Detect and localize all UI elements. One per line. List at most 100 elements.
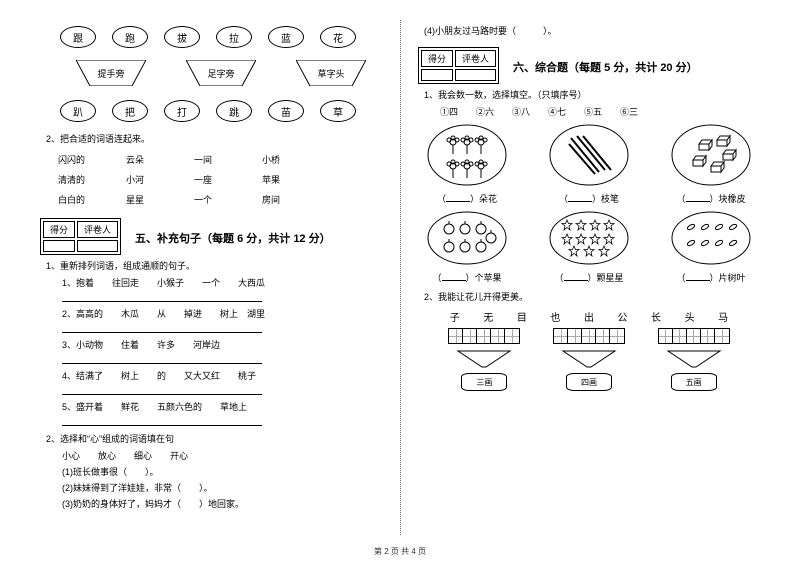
section-5-title: 五、补充句子（每题 6 分，共计 12 分） xyxy=(135,230,331,246)
stroke-grid[interactable] xyxy=(448,328,520,344)
leaves-icon xyxy=(671,211,751,265)
section-5-header: 得分评卷人 五、补充句子（每题 6 分，共计 12 分） xyxy=(40,218,376,255)
question-2: 2、把合适的词语连起来。 xyxy=(46,132,376,145)
funnel-icon xyxy=(664,349,724,369)
count-row-2: （）个苹果 （ ）颗星星 xyxy=(418,211,760,284)
answer-line[interactable] xyxy=(62,292,262,302)
count-label: ）朵花 xyxy=(470,194,497,204)
funnel-icon xyxy=(559,349,619,369)
match-cell: 清清的 xyxy=(58,173,88,186)
match-row: 闪闪的 云朵 一间 小桥 xyxy=(58,153,376,166)
oval-char: 蓝 xyxy=(268,26,304,48)
sec5-q2-item: (1)班长做事很（ ）。 xyxy=(62,465,376,478)
oval-row-2: 趴 把 打 跳 苗 草 xyxy=(60,100,376,122)
sec6-q1-opts: ①四 ②六 ③八 ④七 ⑤五 ⑥三 xyxy=(440,105,760,118)
answer-blank[interactable] xyxy=(686,271,710,281)
match-cell: 小河 xyxy=(126,173,156,186)
oval-char: 跳 xyxy=(216,100,252,122)
sec5-item: 1、抱着 往回走 小猴子 一个 大西瓜 xyxy=(62,276,376,289)
score-label: 得分 xyxy=(43,221,75,238)
paren-open: （ xyxy=(554,273,563,283)
oval-char: 打 xyxy=(164,100,200,122)
sec5-q1: 1、重新排列词语，组成通顺的句子。 xyxy=(46,259,376,272)
stroke-row: 三画 四画 五画 xyxy=(432,328,746,391)
trapezoid-row: 提手旁 足字旁 草字头 xyxy=(76,60,376,86)
oval-char: 跟 xyxy=(60,26,96,48)
answer-line[interactable] xyxy=(62,416,262,426)
section-6-title: 六、综合题（每题 5 分，共计 20 分） xyxy=(513,59,698,75)
count-row-1: （ ）朵花 （ ）枝笔 xyxy=(418,124,760,205)
char: 目 xyxy=(517,309,527,324)
count-label: ）块橡皮 xyxy=(710,194,746,204)
char: 无 xyxy=(483,309,493,324)
stroke-group-5: 五画 xyxy=(641,328,746,391)
flowers-icon xyxy=(427,124,507,186)
match-list: 闪闪的 云朵 一间 小桥 清清的 小河 一座 苹果 白白的 星星 一个 房间 xyxy=(58,153,376,206)
char: 头 xyxy=(685,309,695,324)
score-box: 得分评卷人 xyxy=(40,218,121,255)
answer-line[interactable] xyxy=(62,323,262,333)
score-label: 评卷人 xyxy=(455,50,496,67)
count-item-apples: （）个苹果 xyxy=(427,211,507,284)
match-cell: 苹果 xyxy=(262,173,292,186)
oval-char: 苗 xyxy=(268,100,304,122)
top-item: (4)小朋友过马路时要（ ）。 xyxy=(424,24,760,37)
oval-char: 拔 xyxy=(164,26,200,48)
can-3: 三画 xyxy=(461,373,507,391)
trapezoid: 足字旁 xyxy=(186,60,256,86)
answer-line[interactable] xyxy=(62,354,262,364)
count-item-stars: （ ）颗星星 xyxy=(549,211,629,284)
match-cell: 一座 xyxy=(194,173,224,186)
answer-blank[interactable] xyxy=(686,192,710,202)
count-item-erasers: （）块橡皮 xyxy=(671,124,751,205)
score-blank[interactable] xyxy=(455,69,496,81)
oval-char: 草 xyxy=(320,100,356,122)
answer-blank[interactable] xyxy=(442,271,466,281)
answer-blank[interactable] xyxy=(568,192,592,202)
oval-char: 趴 xyxy=(60,100,96,122)
score-label: 得分 xyxy=(421,50,453,67)
oval-char: 把 xyxy=(112,100,148,122)
match-cell: 一间 xyxy=(194,153,224,166)
oval-char: 跑 xyxy=(112,26,148,48)
score-label: 评卷人 xyxy=(77,221,118,238)
stroke-grid[interactable] xyxy=(553,328,625,344)
score-blank[interactable] xyxy=(43,240,75,252)
oval-char: 拉 xyxy=(216,26,252,48)
sec6-q2: 2、我能让花儿开得更美。 xyxy=(424,290,760,303)
count-label: ）个苹果 xyxy=(466,273,502,283)
oval-row-1: 跟 跑 拔 拉 蓝 花 xyxy=(60,26,376,48)
sec5-item: 4、结满了 树上 的 又大又红 桃子 xyxy=(62,369,376,382)
answer-blank[interactable] xyxy=(564,271,588,281)
can-5: 五画 xyxy=(671,373,717,391)
paren-open: （ xyxy=(559,194,568,204)
char: 子 xyxy=(450,309,460,324)
paren-open: （ xyxy=(437,194,446,204)
sec5-item: 2、高高的 木瓜 从 掉进 树上 湖里 xyxy=(62,307,376,320)
count-label: ）枝笔 xyxy=(592,194,619,204)
oval-char: 花 xyxy=(320,26,356,48)
stroke-group-4: 四画 xyxy=(537,328,642,391)
score-blank[interactable] xyxy=(77,240,118,252)
match-row: 白白的 星星 一个 房间 xyxy=(58,193,376,206)
match-cell: 白白的 xyxy=(58,193,88,206)
answer-blank[interactable] xyxy=(446,192,470,202)
stroke-grid[interactable] xyxy=(658,328,730,344)
match-cell: 闪闪的 xyxy=(58,153,88,166)
char: 出 xyxy=(584,309,594,324)
trapezoid: 草字头 xyxy=(296,60,366,86)
char: 公 xyxy=(618,309,628,324)
sec5-item: 5、盛开着 鲜花 五颜六色的 草地上 xyxy=(62,400,376,413)
char-row: 子 无 目 也 出 公 长 头 马 xyxy=(438,309,740,324)
erasers-icon xyxy=(671,124,751,186)
sec5-q2-item: (3)奶奶的身体好了，妈妈才（ ）地回家。 xyxy=(62,497,376,510)
sec6-q1: 1、我会数一数，选择填空。（只填序号） xyxy=(424,88,760,101)
match-row: 清清的 小河 一座 苹果 xyxy=(58,173,376,186)
score-blank[interactable] xyxy=(421,69,453,81)
match-cell: 小桥 xyxy=(262,153,292,166)
sec5-item: 3、小动物 住着 许多 河岸边 xyxy=(62,338,376,351)
answer-line[interactable] xyxy=(62,385,262,395)
count-label: ）颗星星 xyxy=(588,273,624,283)
match-cell: 房间 xyxy=(262,193,292,206)
trapezoid: 提手旁 xyxy=(76,60,146,86)
